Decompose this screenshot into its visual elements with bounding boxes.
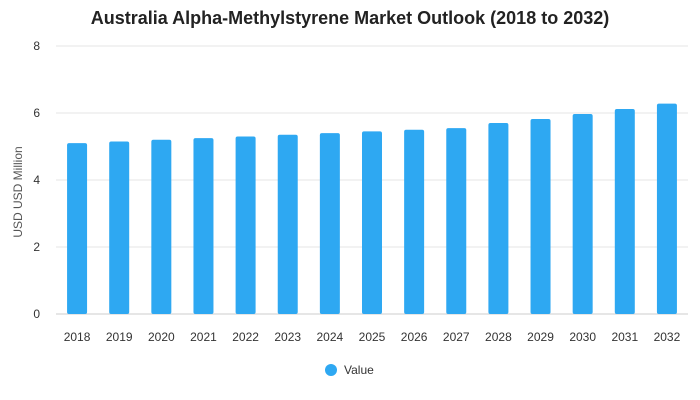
bar-2032 xyxy=(656,103,677,315)
bar-2023 xyxy=(277,134,298,314)
x-tick-label: 2027 xyxy=(443,330,470,344)
bar-2020 xyxy=(151,139,172,314)
chart-title: Australia Alpha-Methylstyrene Market Out… xyxy=(91,8,609,28)
legend-label: Value xyxy=(344,363,374,377)
x-tick-label: 2028 xyxy=(485,330,512,344)
x-tick-label: 2023 xyxy=(274,330,301,344)
x-tick-label: 2032 xyxy=(654,330,681,344)
x-tick-label: 2026 xyxy=(401,330,428,344)
bar-2025 xyxy=(362,131,382,314)
y-tick-label: 6 xyxy=(33,106,40,120)
x-tick-label: 2018 xyxy=(64,330,91,344)
x-tick-label: 2024 xyxy=(317,330,344,344)
bar-2022 xyxy=(235,136,256,314)
y-tick-label: 4 xyxy=(33,173,40,187)
bar-2019 xyxy=(109,141,130,314)
x-tick-label: 2025 xyxy=(359,330,386,344)
legend-swatch xyxy=(325,364,337,376)
y-tick-label: 0 xyxy=(33,307,40,321)
bar-2029 xyxy=(530,119,551,314)
x-tick-label: 2031 xyxy=(611,330,638,344)
y-axis-label: USD USD Million xyxy=(11,146,25,237)
x-tick-label: 2030 xyxy=(569,330,596,344)
bars xyxy=(67,103,677,315)
x-tick-label: 2029 xyxy=(527,330,554,344)
bar-2024 xyxy=(319,133,340,314)
bar-2027 xyxy=(446,128,467,314)
x-tick-label: 2020 xyxy=(148,330,175,344)
legend: Value xyxy=(325,363,374,377)
x-axis-ticks: 2018 2019 2020 2021 2022 2023 2024 2025 2026 2027… xyxy=(64,330,681,344)
x-tick-label: 2022 xyxy=(232,330,259,344)
bar-2028 xyxy=(488,123,509,314)
x-tick-label: 2019 xyxy=(106,330,133,344)
y-tick-label: 8 xyxy=(33,39,40,53)
bar-2030 xyxy=(572,114,593,314)
y-tick-label: 2 xyxy=(33,240,40,254)
bar-2021 xyxy=(193,138,214,314)
y-axis-ticks: 0 2 4 6 8 xyxy=(33,39,40,321)
bar-2031 xyxy=(614,108,635,314)
x-tick-label: 2021 xyxy=(190,330,217,344)
bar-2018 xyxy=(67,143,88,314)
bar-2026 xyxy=(404,129,425,314)
